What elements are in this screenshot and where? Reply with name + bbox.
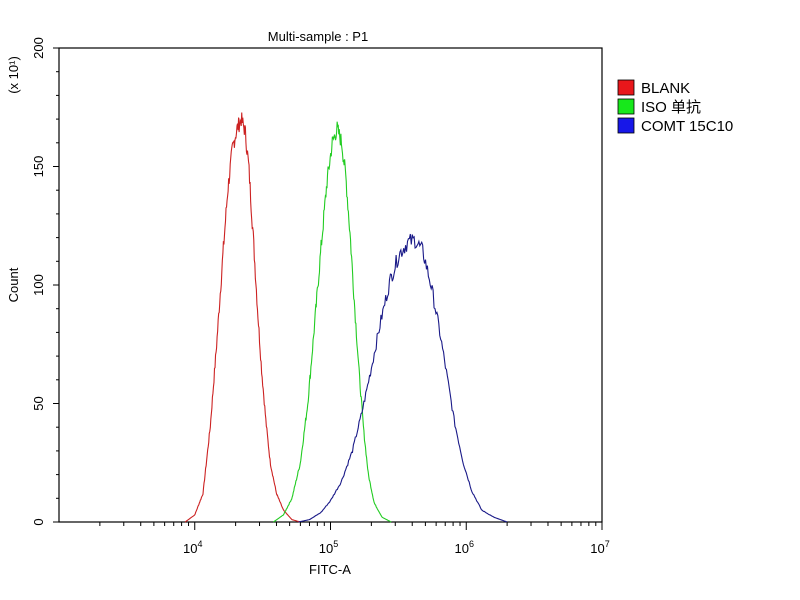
y-tick-label: 0	[31, 518, 46, 525]
x-tick-label: 104	[183, 539, 202, 556]
legend: BLANK ISO 单抗 COMT 15C10	[617, 79, 733, 135]
y-tick-label: 150	[31, 156, 46, 178]
series-line-3	[298, 233, 508, 523]
legend-swatch	[617, 79, 635, 96]
y-tick-label: 200	[31, 37, 46, 59]
y-axis-multiplier-label: (x 10¹)	[6, 56, 21, 94]
x-axis-label: FITC-A	[309, 562, 351, 577]
legend-swatch	[617, 117, 635, 134]
y-axis-label: Count	[6, 267, 21, 302]
legend-swatch	[617, 98, 635, 115]
series-curves	[184, 112, 508, 523]
x-axis: 104 105 106 107	[99, 522, 610, 556]
x-tick-label: 105	[319, 539, 338, 556]
y-tick-label: 50	[31, 396, 46, 410]
legend-label: COMT 15C10	[641, 118, 733, 135]
plot-area	[58, 47, 603, 523]
chart-title: Multi-sample : P1	[268, 29, 368, 44]
y-axis: 0 50 100 150 200	[31, 37, 59, 526]
x-tick-label: 106	[455, 539, 474, 556]
series-line-2	[273, 121, 392, 523]
y-tick-label: 100	[31, 274, 46, 296]
legend-label: ISO 单抗	[641, 99, 701, 116]
x-tick-label: 107	[590, 539, 609, 556]
series-line-1	[184, 112, 301, 523]
legend-label: BLANK	[641, 80, 690, 97]
